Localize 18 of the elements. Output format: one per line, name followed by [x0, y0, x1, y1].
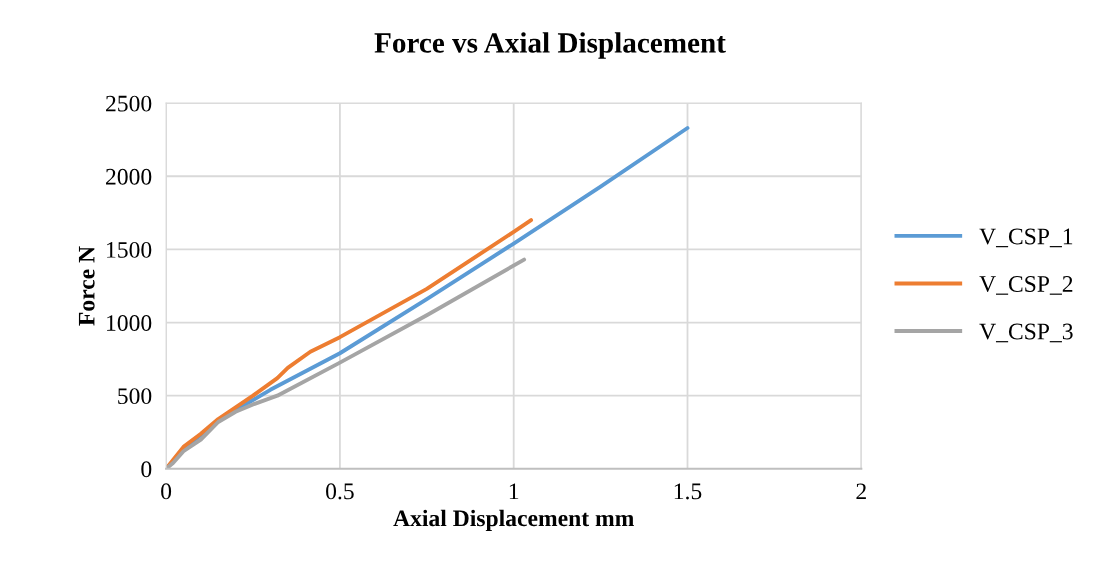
y-tick-label: 1500	[107, 241, 152, 258]
x-tick-label: 2	[856, 483, 866, 500]
x-tick-label: 1.5	[674, 483, 702, 500]
x-tick-label: 0	[161, 483, 172, 500]
y-tick-label: 2000	[106, 168, 152, 185]
y-tick-label: 2500	[106, 95, 152, 112]
legend-label: V_CSP_2	[979, 276, 1073, 295]
line-series	[166, 257, 527, 469]
y-axis-title: Force N	[78, 246, 95, 326]
x-tick-label: 0.5	[326, 483, 354, 500]
y-tick-label: 500	[118, 388, 152, 405]
x-axis-title: Axial Displacement mm	[393, 509, 634, 532]
legend-label: V_CSP_1	[979, 228, 1073, 248]
legend-label: V_CSP_3	[979, 323, 1073, 343]
chart-title: Force vs Axial Displacement	[374, 32, 726, 59]
y-tick-label: 0	[141, 461, 152, 478]
x-tick-label: 1	[509, 483, 519, 500]
y-tick-label: 1000	[107, 315, 152, 331]
